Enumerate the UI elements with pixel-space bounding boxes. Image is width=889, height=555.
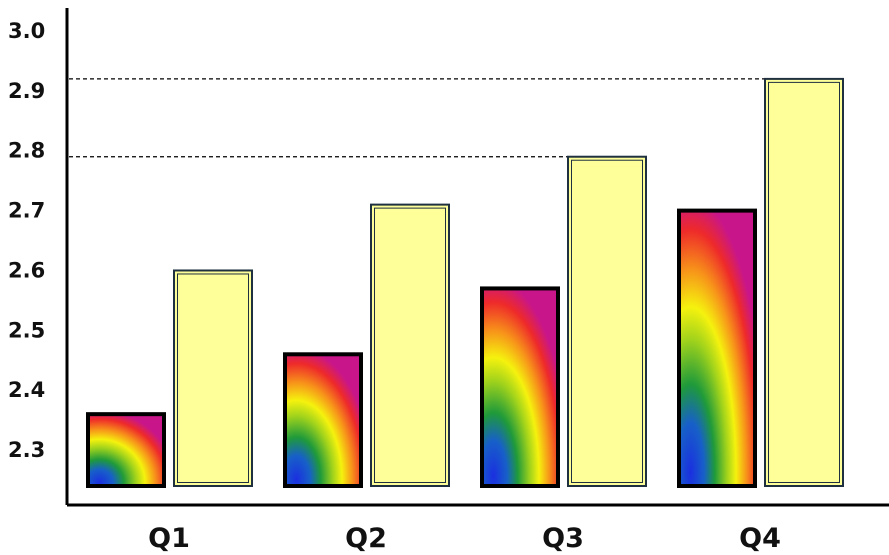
bar-series-2-inner-outline <box>768 81 840 483</box>
bar-series-2-q4 <box>764 77 844 487</box>
y-tick-label: 2.9 <box>8 79 45 103</box>
bars <box>86 77 844 489</box>
y-tick-label: 2.7 <box>8 199 45 223</box>
category-labels: Q1 Q2 Q3 Q4 <box>148 523 781 554</box>
bar-series-1-q3 <box>480 286 560 488</box>
category-label: Q2 <box>345 523 387 554</box>
y-tick-label: 2.4 <box>8 378 45 402</box>
bar-series-2-q2 <box>370 203 450 488</box>
y-tick-label: 2.3 <box>8 438 45 462</box>
reference-lines <box>69 78 765 158</box>
y-tick-label: 2.6 <box>8 258 45 282</box>
y-tick-label: 3.0 <box>8 19 45 43</box>
bar-series-2-inner-outline <box>374 207 446 484</box>
y-tick-label: 2.5 <box>8 318 45 342</box>
y-tick-labels: 2.3 2.4 2.5 2.6 2.7 2.8 2.9 3.0 <box>8 19 45 462</box>
bar-series-1-q1 <box>86 412 166 488</box>
y-tick-label: 2.8 <box>8 139 45 163</box>
bar-series-1-q4 <box>677 208 757 489</box>
category-label: Q3 <box>542 523 584 554</box>
category-label: Q4 <box>739 523 781 554</box>
bar-series-2-q3 <box>567 155 647 487</box>
category-label: Q1 <box>148 523 190 554</box>
bar-series-2-inner-outline <box>571 159 643 483</box>
bar-series-2-inner-outline <box>177 273 249 484</box>
axes <box>65 8 889 507</box>
bar-series-1-q2 <box>283 352 363 488</box>
bar-series-2-q1 <box>173 269 253 488</box>
